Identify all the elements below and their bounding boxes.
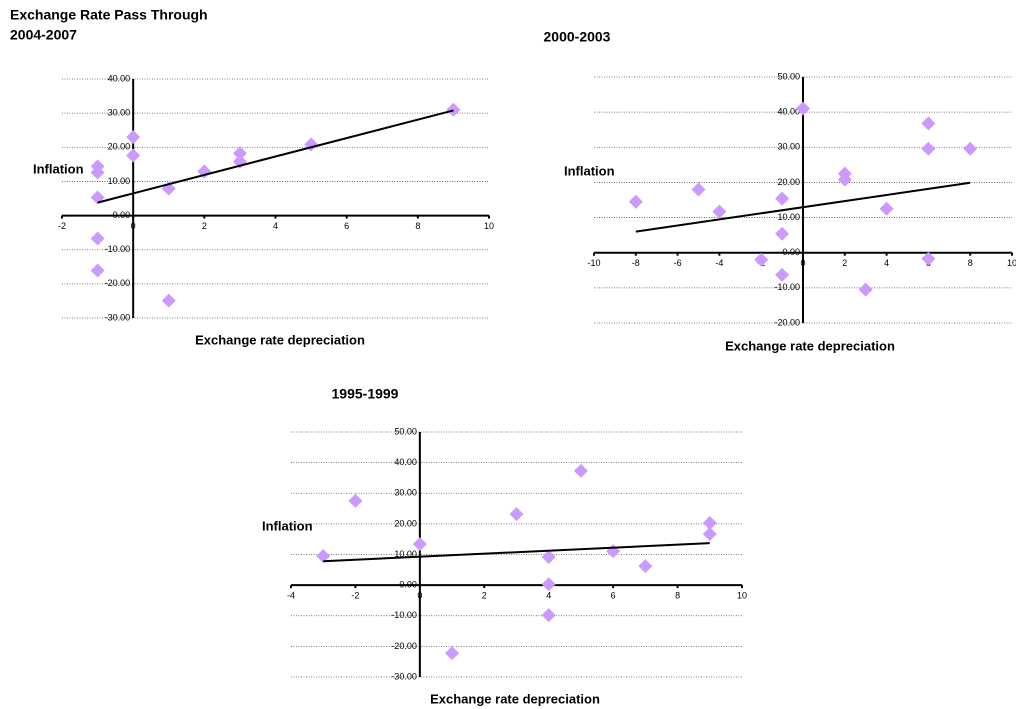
- x-tick-label: 4: [546, 591, 551, 601]
- x-tick-label: -6: [674, 258, 682, 268]
- point: [963, 141, 978, 156]
- y-tick-label: -10.00: [391, 610, 417, 620]
- x-tick-label: 6: [344, 221, 349, 231]
- point: [541, 549, 556, 564]
- point: [837, 172, 852, 187]
- y-tick-label: 20.00: [394, 518, 417, 528]
- x-tick-label: 4: [273, 221, 278, 231]
- point: [606, 544, 621, 559]
- x-tick-label: -8: [632, 258, 640, 268]
- x-tick-label: 10: [1007, 258, 1016, 268]
- x-tick-label: 8: [675, 591, 680, 601]
- y-axis-label: Inflation: [564, 163, 615, 178]
- x-tick-label: 8: [415, 221, 420, 231]
- point: [126, 130, 141, 145]
- y-tick-label: -30.00: [105, 312, 131, 322]
- y-tick-label: 30.00: [394, 488, 417, 498]
- point: [775, 267, 790, 282]
- point: [702, 526, 717, 541]
- x-tick-label: 10: [737, 591, 747, 601]
- y-tick-label: -30.00: [391, 671, 417, 681]
- point: [691, 182, 706, 197]
- point: [316, 549, 331, 564]
- y-tick-label: 20.00: [108, 142, 131, 152]
- chart-title: 2004-2007: [10, 27, 77, 43]
- y-axis-label: Inflation: [33, 161, 84, 176]
- x-tick-label: 2: [482, 591, 487, 601]
- point: [638, 559, 653, 574]
- y-tick-label: 30.00: [777, 142, 800, 152]
- point: [573, 463, 588, 478]
- y-tick-label: 50.00: [394, 426, 417, 436]
- point: [796, 101, 810, 116]
- point: [541, 608, 556, 623]
- point: [921, 116, 936, 131]
- x-tick-label: -2: [58, 221, 66, 231]
- trend-line: [323, 542, 710, 563]
- y-axis-label: Inflation: [262, 518, 313, 533]
- point: [90, 165, 105, 180]
- y-tick-label: -20.00: [774, 317, 800, 327]
- x-tick-label: -4: [715, 258, 723, 268]
- point: [702, 515, 717, 530]
- x-tick-label: 6: [611, 591, 616, 601]
- point: [90, 263, 105, 278]
- point: [509, 507, 524, 522]
- point: [541, 577, 556, 592]
- page-title: Exchange Rate Pass Through: [10, 7, 208, 23]
- trend-line: [635, 181, 971, 233]
- y-tick-label: 50.00: [777, 71, 800, 81]
- x-tick-label: -2: [351, 591, 359, 601]
- trend-line: [97, 109, 454, 204]
- y-tick-label: 30.00: [108, 108, 131, 118]
- y-tick-label: -10.00: [774, 282, 800, 292]
- y-tick-label: -20.00: [391, 641, 417, 651]
- x-axis-label: Exchange rate depreciation: [195, 332, 365, 347]
- y-tick-label: -10.00: [105, 244, 131, 254]
- y-tick-label: -20.00: [105, 278, 131, 288]
- x-axis-label: Exchange rate depreciation: [430, 691, 600, 706]
- point: [412, 537, 427, 552]
- chart-title: 1995-1999: [332, 386, 399, 402]
- x-tick-label: 8: [968, 258, 973, 268]
- point: [775, 191, 790, 206]
- point: [921, 251, 936, 266]
- point: [754, 252, 769, 267]
- point: [232, 146, 247, 161]
- x-tick-label: 4: [884, 258, 889, 268]
- y-tick-label: 40.00: [394, 457, 417, 467]
- y-tick-label: 10.00: [394, 549, 417, 559]
- point: [445, 646, 460, 661]
- point: [348, 493, 363, 508]
- x-tick-label: 10: [484, 221, 494, 231]
- point: [775, 226, 790, 241]
- chart-title: 2000-2003: [544, 29, 611, 45]
- point: [858, 282, 873, 297]
- point: [921, 141, 936, 156]
- x-axis-label: Exchange rate depreciation: [725, 338, 895, 353]
- point: [161, 293, 176, 308]
- x-tick-label: -10: [587, 258, 600, 268]
- point: [712, 204, 727, 219]
- x-tick-label: 2: [842, 258, 847, 268]
- x-tick-label: -4: [287, 591, 295, 601]
- y-tick-label: 10.00: [108, 176, 131, 186]
- point: [446, 102, 461, 117]
- point: [628, 194, 643, 209]
- point: [90, 231, 105, 246]
- point: [126, 148, 141, 163]
- x-tick-label: 2: [202, 221, 207, 231]
- y-tick-label: 10.00: [777, 212, 800, 222]
- y-tick-label: 40.00: [777, 107, 800, 117]
- y-tick-label: 20.00: [777, 177, 800, 187]
- point: [879, 201, 894, 216]
- y-tick-label: 40.00: [108, 73, 131, 83]
